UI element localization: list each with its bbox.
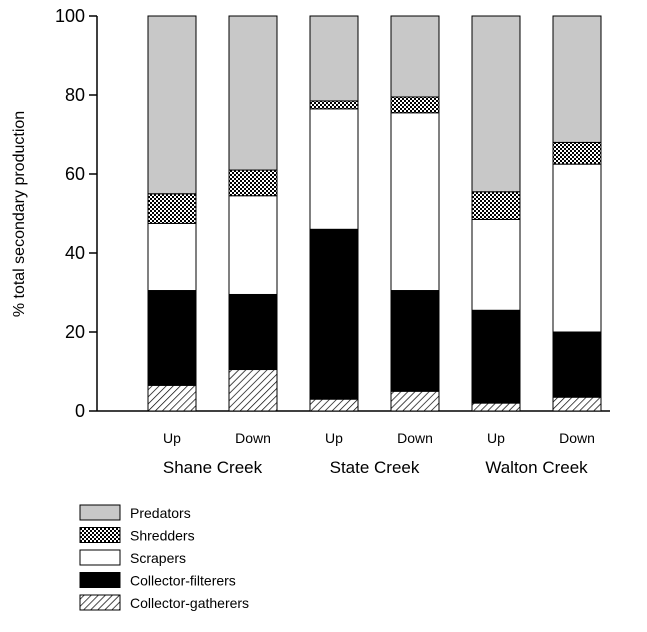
legend-label: Collector-filterers <box>130 573 236 589</box>
bar-segment-scrapers <box>390 112 440 292</box>
bar-segment-collector-filterers <box>471 309 521 404</box>
bar-segment-scrapers <box>147 222 197 292</box>
legend-item: Collector-filterers <box>79 572 236 589</box>
legend-item: Shredders <box>79 527 195 544</box>
bar-stack <box>390 15 440 412</box>
bar-segment-collector-filterers <box>390 290 440 392</box>
y-tick-label: 40 <box>65 243 85 263</box>
bar-segment-shredders <box>390 96 440 114</box>
bar-segment-collector-gatherers <box>309 398 359 412</box>
legend-label: Shredders <box>130 528 195 544</box>
legend-label: Collector-gatherers <box>130 595 249 611</box>
bars <box>147 15 602 412</box>
bar-segment-scrapers <box>309 108 359 230</box>
bar-stack <box>309 15 359 412</box>
legend: Predators Shredders Scrapers Collector-filt… <box>79 504 249 611</box>
x-group-label: State Creek <box>330 458 420 477</box>
x-category-label: Up <box>163 430 181 446</box>
x-category-label: Up <box>325 430 343 446</box>
x-group-label: Shane Creek <box>163 458 263 477</box>
y-tick-label: 60 <box>65 164 85 184</box>
legend-swatch <box>79 549 121 566</box>
x-group-label: Walton Creek <box>485 458 588 477</box>
bar-segment-predators <box>552 15 602 143</box>
legend-swatch <box>79 527 121 543</box>
bar-segment-shredders <box>552 141 602 165</box>
legend-swatch <box>79 572 121 588</box>
bar-segment-collector-gatherers <box>147 384 197 412</box>
legend-label: Scrapers <box>130 550 186 566</box>
bar-segment-collector-filterers <box>228 293 278 371</box>
bar-segment-collector-gatherers <box>471 402 521 412</box>
bar-stack <box>471 15 521 412</box>
legend-item: Collector-gatherers <box>79 594 249 611</box>
bar-segment-predators <box>309 15 359 102</box>
legend-swatch <box>79 504 121 521</box>
bar-segment-predators <box>471 15 521 193</box>
bar-segment-scrapers <box>471 218 521 311</box>
bar-stack <box>228 15 278 412</box>
x-category-label: Up <box>487 430 505 446</box>
y-axis-label: % total secondary production <box>11 111 28 317</box>
x-category-label: Down <box>559 430 595 446</box>
bar-stack <box>147 15 197 412</box>
y-tick-label: 0 <box>75 401 85 421</box>
legend-label: Predators <box>130 505 191 521</box>
bar-segment-collector-gatherers <box>552 396 602 412</box>
bar-segment-collector-gatherers <box>390 390 440 412</box>
bar-segment-shredders <box>228 169 278 197</box>
legend-item: Predators <box>79 504 191 521</box>
bar-stack <box>552 15 602 412</box>
x-category-label: Down <box>397 430 433 446</box>
bar-segment-shredders <box>309 100 359 110</box>
y-tick-label: 20 <box>65 322 85 342</box>
bar-segment-collector-filterers <box>147 290 197 386</box>
bar-segment-predators <box>147 15 197 195</box>
legend-swatch <box>79 594 121 611</box>
bar-segment-predators <box>228 15 278 171</box>
y-tick-label: 80 <box>65 85 85 105</box>
bar-segment-collector-filterers <box>552 331 602 398</box>
bar-segment-scrapers <box>228 195 278 295</box>
bar-segment-shredders <box>471 191 521 220</box>
x-category-label: Down <box>235 430 271 446</box>
bar-segment-collector-gatherers <box>228 369 278 412</box>
y-tick-label: 100 <box>55 6 85 26</box>
bar-segment-shredders <box>147 193 197 224</box>
bar-segment-collector-filterers <box>309 228 359 400</box>
bar-segment-scrapers <box>552 163 602 333</box>
x-axis-labels: Up Down Up Down Up Down Shane Creek State Creek… <box>163 430 595 477</box>
bar-segment-predators <box>390 15 440 98</box>
legend-item: Scrapers <box>79 549 186 566</box>
